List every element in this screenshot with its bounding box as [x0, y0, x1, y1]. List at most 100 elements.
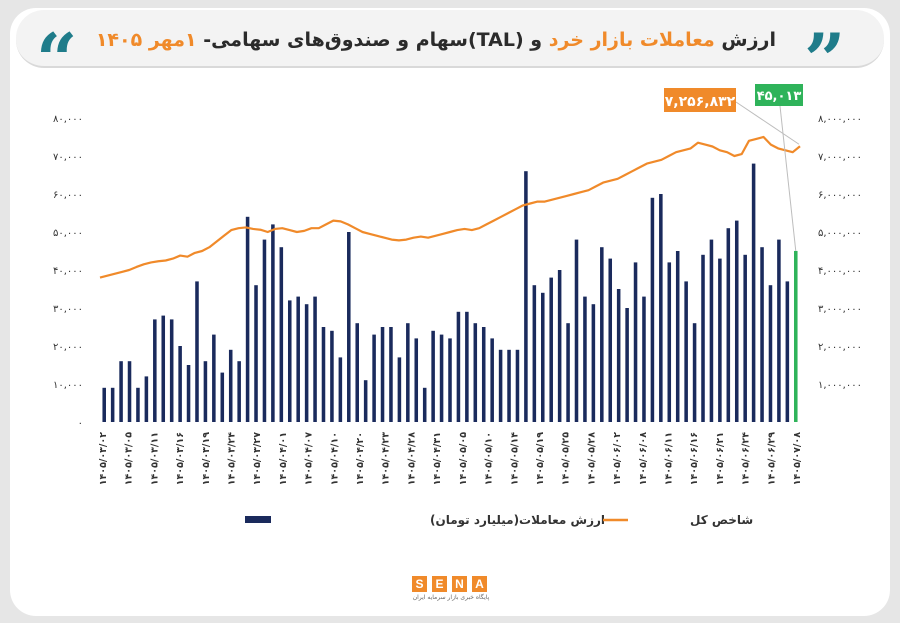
bar — [228, 349, 233, 422]
bar — [591, 304, 596, 422]
y-axis-left: ۰ ۱۰,۰۰۰ ۲۰,۰۰۰ ۳۰,۰۰۰ ۴۰,۰۰۰ ۵۰,۰۰۰ ۶۰,۰۰۰ ۷۰,… — [53, 114, 83, 429]
bar — [313, 296, 317, 422]
x-tick-label: ۱۴۰۵/۰۷/۰۸ — [792, 432, 803, 486]
bar — [102, 387, 106, 422]
y-tick-label: ۴۰,۰۰۰ — [53, 266, 83, 277]
x-tick-label: ۱۴۰۵/۰۳/۱۱ — [149, 432, 160, 485]
title-pre: ارزش — [714, 29, 776, 51]
x-tick-label: ۱۴۰۵/۰۴/۲۸ — [406, 432, 417, 486]
bar — [237, 361, 241, 422]
bar — [287, 300, 292, 422]
bar — [642, 296, 646, 422]
bar — [794, 250, 798, 422]
x-tick-label: ۱۴۰۵/۰۴/۲۰ — [355, 432, 366, 485]
bar — [389, 327, 393, 422]
bar — [212, 334, 216, 422]
x-tick-label: ۱۴۰۵/۰۴/۲۳ — [381, 432, 392, 486]
bar — [203, 361, 208, 422]
legend-bar-swatch — [245, 516, 271, 523]
x-tick-label: ۱۴۰۵/۰۶/۰۲ — [612, 432, 623, 486]
bar — [271, 224, 275, 422]
x-tick-label: ۱۴۰۵/۰۵/۱۰ — [484, 432, 495, 485]
x-tick-label: ۱۴۰۵/۰۶/۲۹ — [766, 432, 777, 486]
index-callout-box — [664, 88, 736, 112]
bar — [169, 319, 174, 422]
y2-tick-label: ۷,۰۰۰,۰۰۰ — [818, 152, 862, 163]
y-tick-label: ۷۰,۰۰۰ — [53, 152, 83, 163]
bar — [220, 372, 225, 422]
bar — [422, 387, 427, 422]
bar — [355, 323, 359, 422]
bar — [549, 277, 553, 422]
bar — [684, 281, 688, 422]
bar — [431, 330, 435, 422]
y2-tick-label: ۴,۰۰۰,۰۰۰ — [818, 266, 862, 277]
bar-callout-line — [779, 105, 797, 252]
y2-tick-label: ۳,۰۰۰,۰۰۰ — [818, 304, 862, 315]
bar — [363, 380, 368, 422]
page-title: ارزش معاملات بازار خرد و (TAL)سهام و صند… — [96, 20, 776, 60]
bar — [119, 361, 123, 422]
x-tick-label: ۱۴۰۵/۰۵/۲۸ — [586, 432, 597, 486]
legend: ارزش معاملات(میلیارد تومان) شاخص کل — [245, 513, 753, 528]
x-tick-label: ۱۴۰۵/۰۳/۰۵ — [124, 432, 135, 486]
y-axis-right: ۱,۰۰۰,۰۰۰ ۲,۰۰۰,۰۰۰ ۳,۰۰۰,۰۰۰ ۴,۰۰۰,۰۰۰ ۵,۰۰… — [818, 114, 862, 391]
bar — [718, 258, 722, 422]
y2-tick-label: ۸,۰۰۰,۰۰۰ — [818, 114, 862, 125]
x-tick-label: ۱۴۰۵/۰۵/۲۵ — [561, 432, 572, 486]
bar — [296, 296, 300, 422]
y-tick-label: ۰ — [78, 418, 83, 429]
bar-series — [102, 163, 798, 422]
bar — [178, 346, 182, 422]
bar — [347, 232, 351, 422]
x-tick-label: ۱۴۰۵/۰۶/۲۱ — [715, 432, 726, 485]
bar — [532, 285, 537, 422]
x-tick-label: ۱۴۰۵/۰۵/۱۹ — [535, 432, 546, 486]
bar-callout-box — [755, 84, 803, 106]
title-date: ۱مهر ۱۴۰۵ — [95, 29, 197, 51]
x-tick-label: ۱۴۰۵/۰۶/۲۴ — [741, 432, 752, 486]
bar — [734, 220, 739, 422]
x-tick-label: ۱۴۰۵/۰۴/۳۱ — [432, 432, 443, 485]
bar — [659, 194, 663, 422]
bar — [406, 323, 410, 422]
bar — [338, 357, 343, 422]
logo-letter: N — [452, 576, 467, 592]
bar — [625, 308, 629, 422]
legend-bar-label: ارزش معاملات(میلیارد تومان) — [430, 513, 605, 528]
bar — [743, 254, 747, 422]
bar — [397, 357, 402, 422]
bar — [633, 262, 638, 422]
x-tick-label: ۱۴۰۵/۰۴/۱۰ — [329, 432, 340, 485]
bar — [245, 216, 250, 422]
bar — [726, 228, 731, 422]
bar — [785, 281, 790, 422]
y2-tick-label: ۶,۰۰۰,۰۰۰ — [818, 190, 862, 201]
bar — [768, 285, 773, 422]
chart-annotations: ۷,۲۵۶,۸۳۲ ۴۵,۰۱۳ — [664, 84, 803, 252]
bar — [330, 330, 334, 422]
bar — [127, 361, 132, 422]
x-tick-label: ۱۴۰۵/۰۴/۰۷ — [304, 432, 315, 486]
chart-card — [10, 8, 890, 616]
bar — [144, 376, 149, 422]
y-tick-label: ۳۰,۰۰۰ — [53, 304, 83, 315]
bar — [414, 338, 419, 422]
bar — [473, 323, 478, 422]
bar — [692, 323, 697, 422]
bar — [161, 315, 166, 422]
bar — [650, 197, 655, 422]
y2-tick-label: ۱,۰۰۰,۰۰۰ — [818, 380, 862, 391]
bar — [557, 270, 562, 422]
bar — [600, 247, 604, 422]
y-tick-label: ۸۰,۰۰۰ — [53, 114, 83, 125]
bar — [380, 327, 385, 422]
header-banner: “ ارزش معاملات بازار خرد و (TAL)سهام و ص… — [16, 10, 884, 96]
y-tick-label: ۵۰,۰۰۰ — [53, 228, 83, 239]
logo-letter: A — [472, 576, 487, 592]
bar — [616, 289, 621, 422]
bar — [566, 323, 570, 422]
bar — [153, 319, 157, 422]
x-tick-label: ۱۴۰۵/۰۶/۱۱ — [664, 432, 675, 485]
